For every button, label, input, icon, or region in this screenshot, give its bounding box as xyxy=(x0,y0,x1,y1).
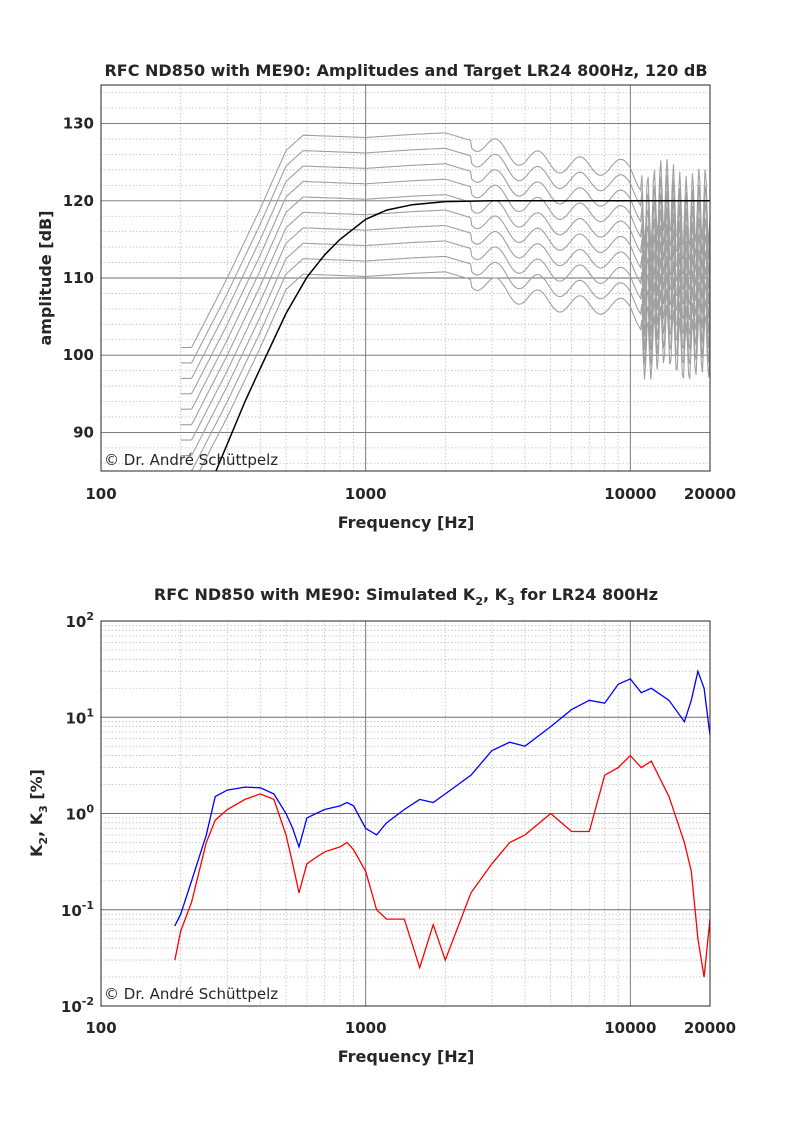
y-tick-label: 120 xyxy=(63,192,94,210)
distortion-grid xyxy=(101,621,710,1006)
k3-curve xyxy=(174,754,710,978)
amplitude-curves xyxy=(180,132,710,471)
distortion-x-label: Frequency [Hz] xyxy=(338,1047,475,1066)
amplitude-copyright: © Dr. André Schüttpelz xyxy=(104,451,278,469)
amplitude-y-label: amplitude [dB] xyxy=(36,210,55,345)
distortion-y-label: K2, K3 [%] xyxy=(27,769,50,857)
amplitude-chart: RFC ND850 with ME90: Amplitudes and Targ… xyxy=(36,61,736,532)
level-curve xyxy=(180,240,710,457)
y-tick-label: 10-1 xyxy=(61,899,94,920)
level-curve xyxy=(180,255,710,471)
y-tick-label: 100 xyxy=(65,803,94,824)
y-tick-label: 100 xyxy=(63,346,94,364)
level-curve xyxy=(180,194,710,410)
distortion-chart: RFC ND850 with ME90: Simulated K2, K3 fo… xyxy=(27,585,736,1066)
x-tick-label: 1000 xyxy=(345,1019,387,1037)
target-curve xyxy=(215,200,710,471)
x-tick-label: 20000 xyxy=(684,1019,736,1037)
amplitude-chart-title: RFC ND850 with ME90: Amplitudes and Targ… xyxy=(104,61,707,80)
amplitude-axes-box xyxy=(100,84,711,472)
x-tick-label: 100 xyxy=(85,1019,116,1037)
y-tick-label: 110 xyxy=(63,269,94,287)
distortion-ticks: 100 1000 10000 20000 10-2 10-1 100 101 102 xyxy=(61,610,736,1037)
distortion-copyright: © Dr. André Schüttpelz xyxy=(104,985,278,1003)
distortion-curves xyxy=(174,669,710,978)
level-curve xyxy=(198,271,710,471)
y-tick-label: 130 xyxy=(63,115,94,133)
level-curve xyxy=(180,163,710,379)
level-curve xyxy=(180,209,710,426)
level-curve xyxy=(180,224,710,441)
y-tick-label: 90 xyxy=(73,423,94,441)
y-tick-label: 10-2 xyxy=(61,995,94,1016)
y-tick-label: 101 xyxy=(65,706,94,727)
x-tick-label: 10000 xyxy=(604,1019,656,1037)
y-tick-label: 102 xyxy=(65,610,94,631)
amplitude-grid xyxy=(101,85,710,471)
distortion-chart-title: RFC ND850 with ME90: Simulated K2, K3 fo… xyxy=(154,585,658,608)
amplitude-x-label: Frequency [Hz] xyxy=(338,513,475,532)
level-curve xyxy=(180,147,710,364)
x-tick-label: 10000 xyxy=(604,485,656,503)
k2-curve xyxy=(174,669,710,927)
x-tick-label: 20000 xyxy=(684,485,736,503)
amplitude-ticks: 100 1000 10000 20000 90 100 110 120 130 xyxy=(63,115,736,503)
x-tick-label: 100 xyxy=(85,485,116,503)
distortion-axes-box xyxy=(100,620,711,1007)
level-curve xyxy=(180,178,710,395)
x-tick-label: 1000 xyxy=(345,485,387,503)
level-curve xyxy=(180,132,710,349)
